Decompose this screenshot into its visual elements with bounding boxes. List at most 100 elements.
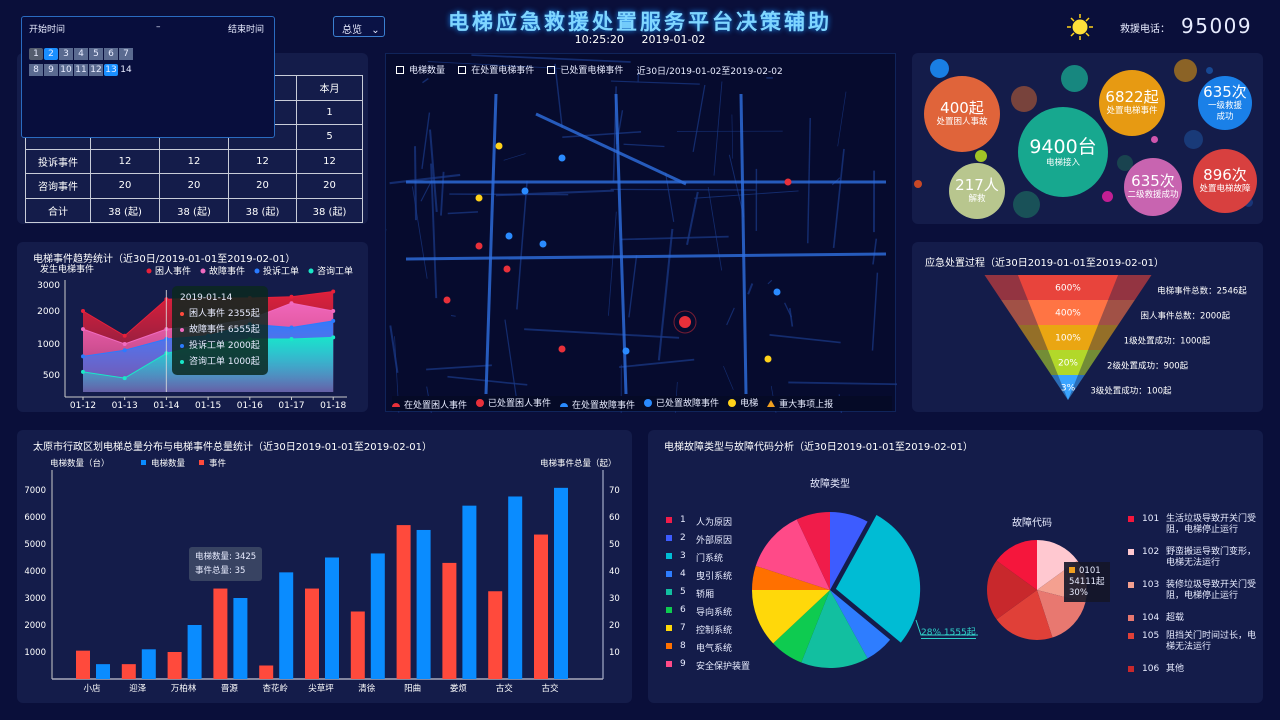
table-cell: 20 (159, 173, 229, 199)
fault-code-legend-item[interactable]: 102 野蛮搬运导致门变形，电梯无法运行 (1128, 547, 1262, 569)
legend-swatch (141, 460, 146, 465)
legend-swatch (666, 571, 672, 577)
calendar-day[interactable]: 9 (44, 64, 58, 76)
fault-type-legend-item[interactable]: 1 人为原因 (666, 515, 732, 528)
city-map[interactable] (386, 54, 897, 413)
fault-type-legend-item[interactable]: 7 控制系统 (666, 623, 732, 636)
legend-swatch (666, 625, 672, 631)
right-tick-label: 40 (609, 567, 620, 577)
map-legend-item[interactable]: 重大事项上报 (767, 397, 833, 410)
left-axis-label: 电梯数量（台） (50, 458, 110, 469)
bar-tooltip: 电梯数量: 3425 事件总量: 35 (189, 547, 263, 581)
map-legend-item[interactable]: 在处置困人事件 (392, 398, 467, 411)
district-bar-panel: 太原市行政区划电梯总量分布与电梯事件总量统计（近30日2019-01-01至20… (17, 430, 632, 703)
calendar-day[interactable]: 7 (119, 48, 133, 60)
kpi-label: 电梯接入 (1045, 157, 1080, 168)
decor-bubble (1061, 65, 1088, 92)
view-select[interactable]: 总览 ⌄ (333, 16, 385, 37)
legend-label: 超载 (1166, 613, 1185, 623)
kpi-bubble[interactable]: 400起 处置困人事故 (924, 76, 1000, 152)
right-axis-label: 电梯事件总量（起） (540, 458, 617, 469)
calendar-day[interactable]: 14 (120, 65, 132, 75)
legend-label: 咨询工单 (317, 265, 353, 277)
legend-id: 2 (680, 533, 686, 543)
dot-marker-icon (644, 398, 653, 407)
filter-active-events[interactable]: 在处置电梯事件 (458, 63, 534, 76)
map-road (747, 283, 754, 295)
fault-code-legend-item[interactable]: 101 生活垃圾导致开关门受阻，电梯停止运行 (1128, 514, 1262, 536)
checkbox[interactable] (396, 65, 404, 74)
map-marker (539, 240, 547, 248)
funnel-label: 2级处置成功：900起 (1107, 361, 1189, 372)
alarm-ring (673, 310, 697, 334)
legend-label: 人为原因 (696, 518, 733, 528)
legend-label: 已处置困人事件 (488, 399, 552, 409)
fault-code-legend-item[interactable]: 106 其他 (1128, 664, 1262, 675)
kpi-bubble[interactable]: 635次 二级救援成功 (1124, 158, 1182, 216)
calendar-day[interactable]: 8 (29, 64, 43, 76)
map-legend-item[interactable]: 电梯 (728, 396, 758, 409)
district-bar-chart[interactable]: 1000 2000 3000 4000 5000 6000 7000 10 20 30 40 50 60… (17, 430, 632, 703)
fault-code-legend-item[interactable]: 104 超载 (1128, 613, 1262, 624)
filter-elevator-count[interactable]: 电梯数量 (396, 63, 445, 76)
calendar-day[interactable]: 4 (74, 48, 88, 60)
legend-id: 4 (680, 569, 686, 579)
legend-dot (254, 268, 260, 274)
funnel-band (1057, 375, 1079, 400)
kpi-bubble[interactable]: 6822起 处置电梯事件 (1099, 70, 1165, 136)
legend-label: 装修垃圾导致开关门受阻，电梯停止运行 (1166, 580, 1257, 601)
map-filters: 电梯数量 在处置电梯事件 已处置电梯事件 近30日/2019-01-02至201… (396, 63, 793, 77)
map-legend-item[interactable]: 在处置故障事件 (560, 398, 635, 411)
calendar-day[interactable]: 1 (29, 48, 43, 60)
map-legend-item[interactable]: 已处置故障事件 (644, 396, 719, 409)
kpi-bubble[interactable]: 217人 解救 (949, 163, 1005, 219)
calendar-day[interactable]: 12 (89, 64, 103, 76)
kpi-bubble[interactable]: 9400台 电梯接入 (1018, 107, 1108, 197)
calendar-day[interactable]: 6 (104, 48, 118, 60)
map-road (767, 279, 773, 285)
checkbox[interactable] (458, 65, 467, 74)
map-main-road (484, 93, 498, 395)
kpi-label: 二级救援成功 (1127, 190, 1179, 200)
map-road (440, 171, 445, 216)
y-tick-label: 1000 (37, 340, 60, 350)
calendar-day[interactable]: 10 (59, 64, 73, 76)
fault-type-legend-item[interactable]: 4 曳引系统 (666, 569, 732, 582)
map-legend-item[interactable]: 已处置困人事件 (476, 396, 551, 409)
fault-code-legend-item[interactable]: 105 阻挡关门时间过长，电梯无法运行 (1128, 631, 1262, 653)
fault-type-legend-item[interactable]: 2 外部原因 (666, 533, 732, 546)
table-cell: 1 (296, 99, 363, 125)
fault-type-legend-item[interactable]: 5 轿厢 (666, 587, 714, 600)
legend-id: 105 (1142, 631, 1160, 641)
table-row: 咨询事件 20 20 20 20 (25, 173, 363, 199)
decor-bubble (930, 59, 949, 78)
fault-type-legend-item[interactable]: 6 导向系统 (666, 605, 732, 618)
calendar-day[interactable]: 2 (44, 48, 58, 60)
fault-code-legend-item[interactable]: 103 装修垃圾导致开关门受阻，电梯停止运行 (1128, 580, 1262, 602)
trend-point (122, 376, 127, 381)
checkbox[interactable] (547, 65, 556, 74)
table-row: 合计 38 (起) 38 (起) 38 (起) 38 (起) (25, 197, 363, 223)
trend-point (289, 294, 294, 299)
fault-type-legend-item[interactable]: 8 电气系统 (666, 641, 732, 654)
fault-type-legend-item[interactable]: 9 安全保护装置 (666, 659, 750, 672)
kpi-bubble[interactable]: 896次 处置电梯故障 (1193, 149, 1257, 213)
fault-pies[interactable] (648, 430, 1263, 703)
event-bar (121, 664, 136, 679)
date-range-picker[interactable]: 开始时间 – 结束时间 1 2 3 4 5 6 7 8 9 10 11 12 13 14 (21, 16, 275, 138)
fault-type-legend-item[interactable]: 3 门系统 (666, 551, 723, 564)
calendar-day[interactable]: 11 (74, 64, 88, 76)
calendar-day[interactable]: 5 (89, 48, 103, 60)
map-road (707, 186, 723, 271)
kpi-bubble[interactable]: 635次 一级救援成功 (1198, 76, 1252, 130)
fault-code-slice (1037, 540, 1078, 590)
calendar-day[interactable]: 13 (104, 64, 118, 76)
trend-point (81, 354, 85, 359)
filter-handled-events[interactable]: 已处置电梯事件 (547, 63, 623, 76)
calendar-day[interactable]: 3 (59, 48, 73, 60)
map-road (610, 80, 700, 85)
map-panel[interactable]: 电梯数量 在处置电梯事件 已处置电梯事件 近30日/2019-01-02至201… (385, 53, 897, 413)
table-cell: 20 (90, 173, 160, 199)
event-bar (350, 611, 365, 679)
funnel-band (1027, 300, 1109, 325)
